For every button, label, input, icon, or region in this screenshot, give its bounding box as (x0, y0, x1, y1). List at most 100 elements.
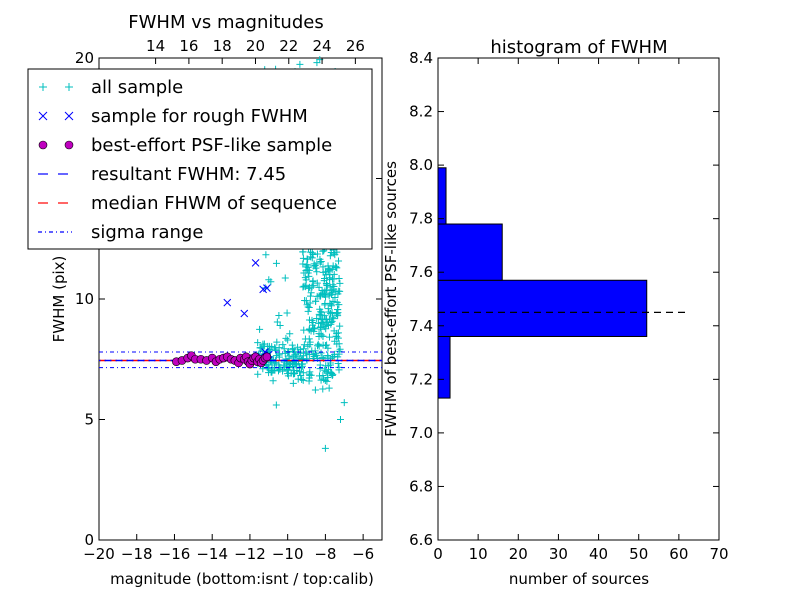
all-sample-point (282, 334, 290, 342)
all-sample-point (317, 376, 325, 384)
all-sample-point (299, 376, 307, 384)
all-sample-point (330, 282, 338, 290)
all-sample-point (330, 352, 338, 360)
legend-entry-resultant-fwhm: resultant FWHM: 7.45 (38, 164, 286, 185)
all-sample-point (319, 268, 327, 276)
all-sample-point (280, 361, 288, 369)
all-sample-point (254, 339, 262, 347)
all-sample-point (305, 374, 313, 382)
histogram-bar (437, 335, 451, 399)
all-sample-point (306, 292, 314, 300)
all-sample-point (289, 379, 297, 387)
all-sample-point (324, 305, 332, 313)
all-sample-point (333, 264, 341, 272)
top-x-tick-label: 14 (146, 37, 165, 55)
legend: all sample sample for rough FWHM best-ef… (27, 68, 373, 250)
all-sample-point (323, 377, 331, 385)
all-sample-point (323, 341, 331, 349)
all-sample-point (280, 345, 288, 353)
all-sample-point (326, 276, 334, 284)
left-x-axis-label: magnitude (bottom:isnt / top:calib) (110, 570, 374, 588)
all-sample-point (265, 276, 273, 284)
all-sample-point (296, 60, 304, 68)
all-sample-point (315, 283, 323, 291)
all-sample-point (276, 322, 284, 330)
legend-entry-sigma-range: sigma range (38, 222, 203, 243)
histogram-bar (437, 223, 503, 281)
histogram-bar (437, 167, 447, 225)
all-sample-point (299, 260, 307, 268)
y-tick-label: 6.8 (409, 477, 433, 495)
all-sample-point (319, 332, 327, 340)
all-sample-point (283, 309, 291, 317)
all-sample-point (313, 279, 321, 287)
all-sample-point (333, 340, 341, 348)
x-tick-label: 10 (469, 545, 488, 563)
all-sample-point (281, 274, 289, 282)
all-sample-point (319, 385, 327, 393)
all-sample-point (309, 278, 317, 286)
all-sample-point (325, 384, 333, 392)
y-tick-label: 7.8 (409, 210, 433, 228)
all-sample-point (332, 288, 340, 296)
all-sample-point (312, 264, 320, 272)
x-tick-label: 40 (589, 545, 608, 563)
all-sample-point (310, 353, 318, 361)
all-sample-point (317, 319, 325, 327)
all-sample-point (303, 261, 311, 269)
all-sample-point (328, 286, 336, 294)
legend-entry-rough-sample: sample for rough FWHM (38, 106, 308, 127)
y-tick-label: 7.2 (409, 370, 433, 388)
all-sample-point (305, 272, 313, 280)
x-tick-label: 30 (549, 545, 568, 563)
y-tick-label: 7.6 (409, 263, 433, 281)
all-sample-point (335, 257, 343, 265)
all-sample-point (333, 333, 341, 341)
all-sample-point (324, 344, 332, 352)
y-tick-label: 8.0 (409, 156, 433, 174)
y-tick-label: 0 (84, 531, 94, 549)
y-tick-label: 5 (84, 411, 94, 429)
legend-plus (39, 83, 47, 91)
histogram-bars (437, 167, 648, 399)
y-tick-label: 7.0 (409, 424, 433, 442)
all-sample-point (306, 299, 314, 307)
all-sample-point (321, 274, 329, 282)
right-chart-title: histogram of FWHM (490, 37, 667, 58)
rough-sample-point (251, 258, 260, 267)
right-axis-ticks: 0 10 20 30 40 50 60 70 6.6 6.8 7.0 7.2 7.4 7.6 7.8 8.0 8… (409, 49, 728, 563)
all-sample-point (310, 260, 318, 268)
all-sample-point (272, 401, 280, 409)
all-sample-point (329, 298, 337, 306)
all-sample-point (294, 375, 302, 383)
all-sample-point (324, 351, 332, 359)
x-tick-label: 70 (709, 545, 728, 563)
legend-box (27, 68, 373, 250)
all-sample-point (334, 329, 342, 337)
all-sample-point (299, 248, 307, 256)
right-x-axis-label: number of sources (509, 570, 649, 588)
y-tick-label: 20 (75, 49, 94, 67)
right-histogram-panel: 0 10 20 30 40 50 60 70 6.6 6.8 7.0 7.2 7.4 7.6 7.8 8.0 8… (382, 37, 729, 588)
all-sample-point (326, 283, 334, 291)
x-tick-label: 50 (629, 545, 648, 563)
all-sample-point (324, 374, 332, 382)
all-sample-point (313, 250, 321, 258)
y-tick-label: 8.2 (409, 103, 433, 121)
rough-sample-point (223, 298, 232, 307)
all-sample-point (300, 341, 308, 349)
all-sample-point (302, 267, 310, 275)
x-tick-label: 60 (669, 545, 688, 563)
all-sample-point (323, 281, 331, 289)
all-sample-point (320, 291, 328, 299)
all-sample-point (325, 333, 333, 341)
top-x-tick-label: 22 (279, 37, 298, 55)
all-sample-point (273, 318, 281, 326)
all-sample-point (322, 325, 330, 333)
all-sample-point (328, 308, 336, 316)
x-tick-label: −8 (314, 545, 336, 563)
legend-label: resultant FWHM: 7.45 (91, 164, 286, 185)
all-sample-point (311, 386, 319, 394)
legend-marker-circle (38, 140, 74, 150)
all-sample-point (313, 268, 321, 276)
